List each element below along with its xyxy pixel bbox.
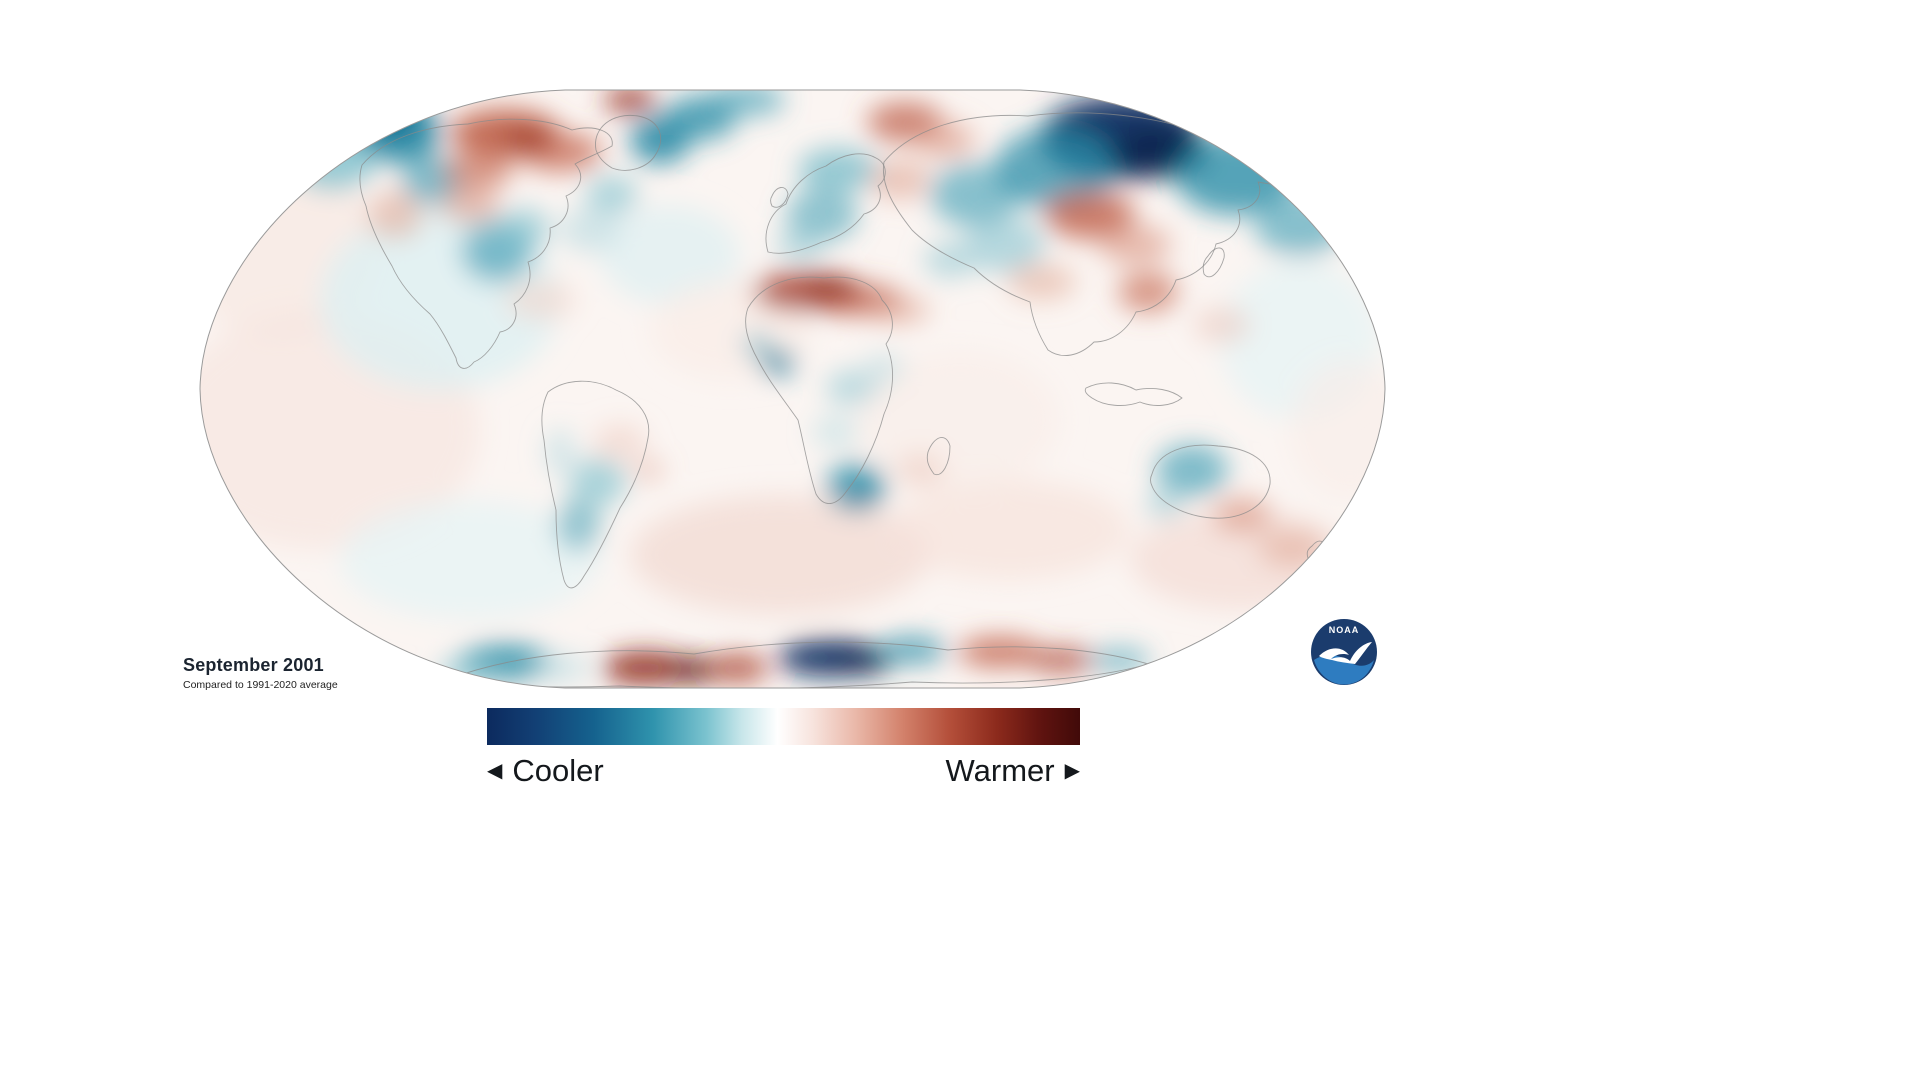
anomaly-region [367, 191, 423, 239]
anomaly-region [570, 458, 626, 506]
anomaly-region [1045, 191, 1135, 239]
map-subtitle: Compared to 1991-2020 average [183, 679, 338, 691]
cooler-legend: ◀ Cooler [487, 753, 604, 789]
anomaly-region [340, 500, 600, 620]
anomaly-region [632, 458, 664, 482]
anomaly-region [896, 454, 944, 486]
anomaly-region [870, 296, 930, 324]
map-caption: September 2001 Compared to 1991-2020 ave… [183, 655, 338, 691]
anomaly-region [1212, 497, 1272, 533]
anomaly-region [798, 148, 878, 192]
anomaly-region [860, 350, 1060, 490]
continent-outline [595, 114, 661, 171]
anomaly-region [502, 128, 554, 152]
map-interior [200, 90, 1385, 688]
anomaly-region [440, 187, 500, 223]
continent-outline [770, 187, 789, 208]
anomaly-region [1099, 225, 1171, 265]
anomaly-region [995, 128, 1115, 208]
anomaly-region [806, 278, 858, 298]
continent-outline [1084, 382, 1183, 406]
warmer-arrow-icon: ▶ [1064, 760, 1080, 782]
continent-outlines [359, 112, 1337, 688]
continent-outline [1150, 444, 1271, 519]
continent-outline [745, 276, 894, 504]
anomaly-region [1156, 444, 1228, 496]
cooler-label: Cooler [512, 753, 604, 788]
anomaly-region [586, 175, 638, 215]
anomaly-region [1118, 272, 1178, 312]
anomaly-region [870, 160, 930, 200]
anomaly-region [1258, 528, 1326, 568]
anomaly-region [776, 229, 824, 261]
anomaly-region [556, 499, 600, 551]
projection-outline [199, 89, 1386, 689]
anomaly-region [915, 122, 975, 158]
anomaly-region [604, 90, 656, 113]
map-title: September 2001 [183, 655, 324, 675]
anomaly-region [812, 416, 860, 448]
anomaly-region [761, 350, 795, 376]
continent-outline [359, 118, 613, 369]
anomaly-region [965, 217, 1045, 273]
warmer-legend: Warmer ▶ [946, 753, 1080, 789]
anomaly-region [1290, 360, 1385, 500]
anomaly-region [666, 658, 718, 682]
noaa-logo-text: NOAA [1329, 625, 1360, 635]
anomaly-region [356, 98, 440, 162]
noaa-logo: NOAA [1311, 619, 1377, 685]
anomaly-region [530, 654, 590, 682]
anomaly-region [844, 485, 880, 509]
anomaly-region [1194, 307, 1250, 343]
cooler-arrow-icon: ◀ [487, 760, 503, 782]
anomaly-region [505, 280, 575, 320]
anomaly-region [630, 495, 930, 615]
anomaly-region [864, 354, 904, 382]
anomaly-region [890, 480, 1130, 580]
anomaly-region [958, 637, 1042, 667]
continent-outline [926, 437, 951, 476]
anomaly-region [832, 650, 892, 674]
anomaly-region [1290, 120, 1370, 180]
anomaly-region [546, 428, 574, 476]
noaa-bird-icon [1319, 642, 1372, 664]
anomaly-region [443, 152, 513, 188]
colorbar [487, 708, 1080, 745]
anomaly-region [924, 242, 976, 278]
anomaly-region [826, 370, 878, 406]
continent-outline [1202, 247, 1225, 278]
anomaly-region [878, 636, 946, 664]
anomaly-region [1145, 491, 1185, 519]
anomaly-region [1028, 647, 1096, 673]
anomaly-region [594, 424, 646, 460]
anomaly-region [600, 205, 740, 305]
anomaly-region [498, 208, 550, 248]
anomaly-region [603, 652, 687, 684]
continent-outline [765, 153, 886, 254]
anomaly-region [743, 334, 771, 356]
noaa-logo-wave [1314, 654, 1374, 685]
anomaly-region [560, 208, 620, 252]
anomaly-region [288, 120, 378, 190]
warmer-label: Warmer [945, 753, 1055, 788]
anomaly-region [708, 654, 768, 682]
anomaly-region [1090, 648, 1150, 672]
legend-labels: ◀ Cooler Warmer ▶ [487, 753, 1080, 789]
anomaly-region [786, 189, 858, 241]
continent-outline [541, 380, 650, 589]
anomaly-region [1008, 264, 1076, 300]
anomaly-region [705, 90, 785, 116]
